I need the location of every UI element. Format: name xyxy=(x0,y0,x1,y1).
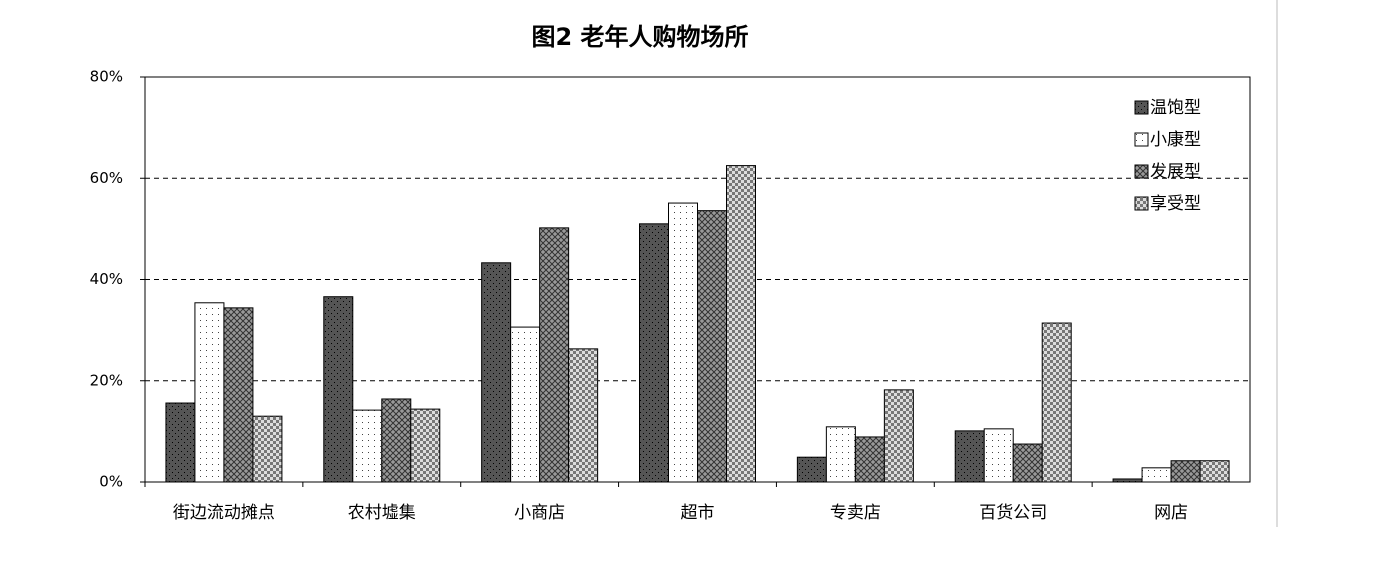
bar xyxy=(1112,478,1143,483)
bar xyxy=(252,415,283,483)
bar xyxy=(194,302,225,483)
x-tick-label: 网店 xyxy=(1154,503,1188,523)
bar xyxy=(1012,443,1043,483)
bar xyxy=(510,326,541,483)
y-tick-label: 60% xyxy=(90,169,123,187)
bar xyxy=(883,389,914,483)
bar xyxy=(825,426,856,483)
legend-swatch xyxy=(1134,196,1149,211)
x-tick-label: 专卖店 xyxy=(830,503,881,523)
legend-label: 小康型 xyxy=(1150,130,1201,150)
bar xyxy=(1041,322,1072,483)
x-tick-label: 街边流动摊点 xyxy=(173,503,275,523)
bar xyxy=(568,348,599,483)
legend-swatch xyxy=(1134,132,1149,147)
bar xyxy=(323,296,354,483)
y-tick-label: 20% xyxy=(90,371,123,389)
bar xyxy=(381,398,412,483)
legend-label: 享受型 xyxy=(1150,194,1201,214)
x-tick-label: 小商店 xyxy=(514,503,565,523)
bar xyxy=(726,165,756,483)
bar xyxy=(481,262,512,483)
legend-label: 发展型 xyxy=(1150,162,1201,182)
bar xyxy=(1199,460,1230,483)
bar xyxy=(639,223,669,483)
bar xyxy=(539,227,570,483)
y-tick-label: 0% xyxy=(99,473,123,491)
x-tick-label: 超市 xyxy=(681,503,715,523)
bar xyxy=(410,408,441,483)
x-tick-label: 农村墟集 xyxy=(348,503,416,523)
chart-title: 图2 老年人购物场所 xyxy=(531,23,748,51)
y-tick-label: 80% xyxy=(90,68,123,86)
bar xyxy=(1141,467,1172,483)
bar xyxy=(1170,460,1201,483)
legend-swatch xyxy=(1134,164,1149,179)
bar xyxy=(165,402,196,483)
legend-swatch xyxy=(1134,100,1149,115)
bar xyxy=(668,202,698,483)
bar xyxy=(697,210,727,483)
bar xyxy=(796,456,827,483)
bar xyxy=(954,430,985,483)
x-tick-label: 百货公司 xyxy=(979,503,1047,523)
legend-label: 温饱型 xyxy=(1150,98,1201,118)
bar xyxy=(223,307,254,483)
bar xyxy=(983,428,1014,483)
y-tick-label: 40% xyxy=(90,270,123,288)
bar xyxy=(854,436,885,483)
bar xyxy=(352,409,383,483)
